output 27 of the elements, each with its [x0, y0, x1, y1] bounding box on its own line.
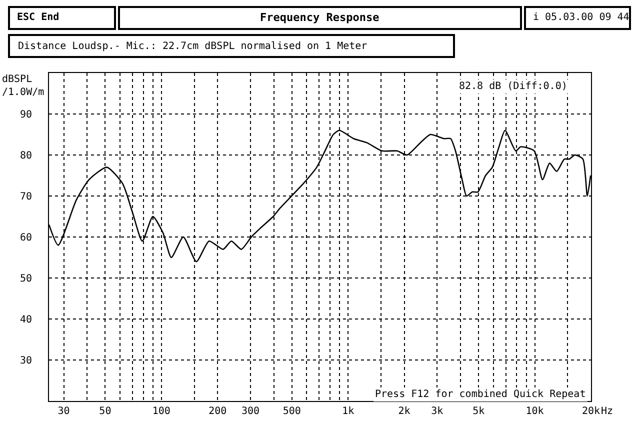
- x-tick-label: 1k: [342, 406, 354, 417]
- x-tick-label: 5k: [472, 406, 485, 417]
- x-tick-label: 300: [241, 406, 260, 417]
- y-tick-label: 50: [20, 274, 32, 284]
- x-tick-label: 3k: [431, 406, 444, 417]
- x-tick-label: 20k: [582, 406, 600, 417]
- x-tick-label: 100: [152, 406, 170, 417]
- x-tick-label: 30: [58, 406, 70, 417]
- text: ESC End: [17, 12, 60, 23]
- annotation: 82.8 dB (Diff:0.0): [459, 81, 568, 92]
- text: Distance Loudsp.- Mic.: 22.7cm dBSPL normalised on 1 Meter: [18, 41, 368, 52]
- y-tick-label: 30: [20, 356, 32, 366]
- x-tick-label: 2k: [398, 406, 410, 417]
- y-tick-label: 70: [20, 192, 32, 202]
- y-tick-label: 60: [20, 232, 32, 244]
- y-tick-label: 40: [20, 314, 32, 326]
- y-tick-label: 90: [20, 110, 32, 120]
- x-axis-title: Hz: [601, 406, 614, 417]
- text: i 05.03.00 09 44: [533, 12, 630, 23]
- x-tick-label: 50: [99, 406, 112, 417]
- x-tick-label: 10k: [526, 406, 544, 417]
- x-tick-label: 200: [208, 406, 227, 417]
- x-tick-label: 500: [282, 406, 301, 417]
- chart-title: Frequency Response: [260, 11, 380, 24]
- y-tick-label: 80: [20, 150, 32, 162]
- y-axis-title: dBSPL /1.0W/m: [2, 74, 44, 98]
- annotation: Press F12 for combined Quick Repeat: [375, 389, 586, 400]
